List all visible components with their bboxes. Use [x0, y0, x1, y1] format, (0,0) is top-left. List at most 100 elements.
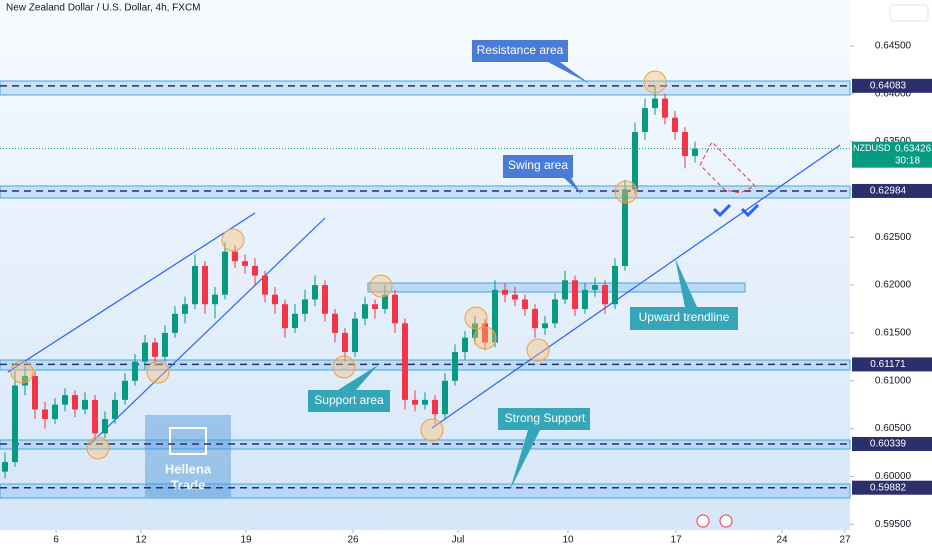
callout-box	[503, 155, 582, 195]
level-label: 0.61171	[870, 359, 906, 370]
watermark-icon	[169, 427, 207, 455]
level-tag	[852, 480, 932, 495]
zone	[367, 282, 746, 293]
callout-box	[498, 408, 590, 490]
plot-background	[0, 0, 850, 530]
highlight-circle	[86, 436, 110, 460]
y-tick-label: 0.60000	[875, 471, 912, 482]
zone	[0, 483, 851, 499]
candle-body	[692, 148, 698, 156]
candle-body	[492, 289, 498, 343]
candle-body	[282, 304, 288, 329]
candle-body	[682, 132, 688, 156]
candle-body	[422, 399, 428, 405]
y-tick-label: 0.60500	[875, 423, 912, 434]
event-icon[interactable]	[719, 514, 733, 528]
candle-body	[72, 395, 78, 410]
callout-text: Support area	[314, 393, 384, 407]
candle-body	[332, 313, 338, 333]
menu-button[interactable]	[889, 4, 929, 22]
candle-body	[302, 299, 308, 314]
channel-line	[7, 212, 256, 373]
callout-text: Swing area	[508, 158, 568, 172]
level-label: 0.62984	[870, 186, 907, 197]
candle-body	[672, 117, 678, 133]
x-tick-label: 26	[347, 535, 359, 546]
candle-body	[102, 419, 108, 434]
candle-body	[122, 380, 128, 400]
candle-body	[592, 285, 598, 290]
callout-box	[630, 258, 738, 330]
event-icon[interactable]	[696, 514, 710, 528]
y-tick-label: 0.62000	[875, 280, 912, 291]
highlight-circle	[614, 180, 638, 204]
candle-body	[162, 332, 168, 357]
candle-body	[32, 375, 38, 410]
x-tick-label: 17	[670, 535, 682, 546]
x-tick-label: 6	[53, 535, 59, 546]
y-tick-label: 0.64000	[875, 88, 912, 99]
candle-body	[652, 98, 658, 109]
candle-body	[232, 251, 238, 262]
countdown: 30:18	[895, 155, 920, 166]
level-tag	[852, 357, 932, 372]
candle-body	[2, 462, 8, 472]
callout-box	[472, 40, 590, 84]
candle-body	[632, 132, 638, 190]
y-tick-label: 0.62500	[875, 232, 912, 243]
candle-body	[12, 385, 18, 463]
candle-body	[472, 323, 478, 338]
highlight-circle	[464, 306, 488, 330]
price-tag	[852, 141, 932, 168]
y-tick-label: 0.61000	[875, 375, 912, 386]
level-label: 0.59882	[870, 482, 907, 493]
chart-title: New Zealand Dollar / U.S. Dollar, 4h, FX…	[6, 3, 201, 14]
callout-text: Strong Support	[505, 411, 586, 425]
candle-body	[112, 399, 118, 420]
checkmark	[740, 203, 760, 218]
candle-body	[552, 299, 558, 324]
highlight-circle	[332, 355, 356, 379]
candle-body	[572, 280, 578, 310]
level-tag	[852, 78, 932, 93]
watermark-text: Hellena	[165, 461, 212, 476]
candle-body	[132, 361, 138, 381]
candle-body	[292, 313, 298, 329]
candle-body	[142, 342, 148, 362]
candle-body	[512, 294, 518, 300]
watermark: Hellena Trade	[145, 415, 231, 497]
highlight-circle	[420, 418, 444, 442]
candle-body	[362, 304, 368, 319]
x-tick-label: Jul	[452, 535, 465, 546]
candle-body	[312, 285, 318, 300]
candle-body	[372, 304, 378, 310]
candle-body	[602, 285, 608, 305]
candle-body	[172, 313, 178, 333]
level-tag	[852, 436, 932, 451]
candle-body	[412, 399, 418, 405]
candle-body	[22, 375, 28, 386]
level-label: 0.60339	[870, 439, 907, 450]
candle-body	[612, 265, 618, 305]
candle-body	[402, 323, 408, 400]
callout-box	[308, 365, 390, 412]
candle-body	[342, 332, 348, 353]
highlight-circle	[643, 70, 667, 94]
candle-body	[432, 399, 438, 415]
price-symbol: NZDUSD	[853, 143, 891, 153]
candle-body	[462, 337, 468, 353]
candle-body	[262, 275, 268, 295]
candle-body	[622, 189, 628, 266]
candle-body	[182, 304, 188, 314]
candle-body	[202, 265, 208, 305]
candle-body	[352, 318, 358, 353]
candle-body	[502, 289, 508, 295]
event-icons	[696, 514, 733, 528]
level-label: 0.64083	[870, 80, 907, 91]
x-tick-label: 27	[839, 535, 851, 546]
candle-body	[92, 399, 98, 434]
y-tick-label: 0.61500	[875, 328, 912, 339]
candle-body	[322, 285, 328, 314]
trendline	[431, 144, 841, 429]
highlight-circle	[146, 360, 170, 384]
